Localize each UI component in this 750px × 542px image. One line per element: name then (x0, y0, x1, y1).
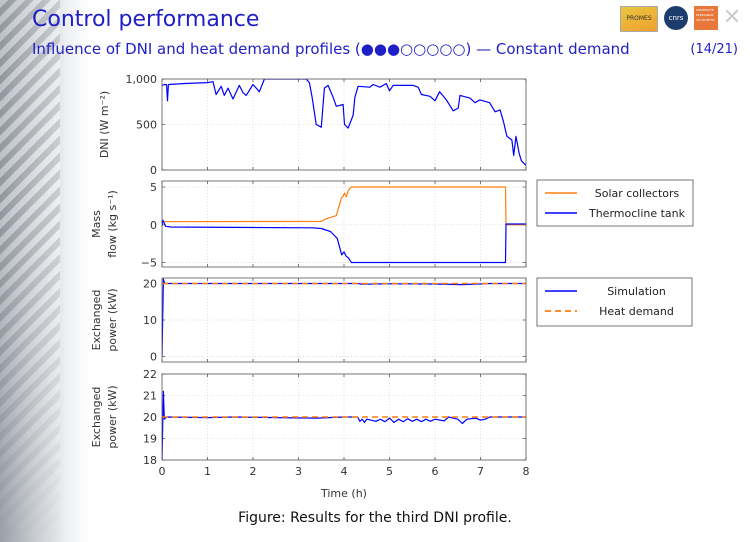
y-tick-label: 20 (143, 411, 157, 424)
y-tick-label: 0 (150, 164, 157, 177)
legend-box (536, 179, 694, 227)
x-tick-label: 7 (477, 465, 484, 478)
y-tick-label: 0 (150, 219, 157, 232)
slide-title: Control performance (32, 7, 260, 32)
chart-panel-1: 0 500 1,000 DNI (W m⁻²) (98, 73, 527, 177)
y-tick-label: 21 (143, 390, 157, 403)
y-tick-label: 18 (143, 454, 157, 467)
series-line-simulation (162, 390, 526, 460)
legend-label: Thermocline tank (588, 207, 686, 220)
y-tick-label: 10 (143, 314, 157, 327)
upvd-logo: UNIVERSITÉ PERPIGNAN VIA DOMITIA (694, 6, 718, 30)
plot-frame (161, 277, 527, 363)
y-tick-label: 19 (143, 433, 157, 446)
x-axis-label: Time (h) (320, 487, 367, 500)
figure-caption: Figure: Results for the third DNI profil… (238, 510, 512, 526)
x-tick-label: 1 (204, 465, 211, 478)
decorative-background (0, 0, 90, 542)
legend-label: Heat demand (599, 305, 674, 318)
x-tick-label: 0 (159, 465, 166, 478)
series-line-dni (162, 79, 526, 166)
y-tick-label: 500 (136, 119, 157, 132)
y-axis-label: power (kW) (106, 288, 119, 351)
x-tick-label: 2 (250, 465, 257, 478)
y-tick-label: −5 (141, 256, 157, 269)
x-tick-label: 4 (341, 465, 348, 478)
plot-frame (161, 78, 527, 171)
legend: Simulation Heat demand (536, 277, 693, 327)
chart-panel-3: 0 10 20 Exchanged power (kW) Simulation Heat d… (90, 277, 693, 364)
y-axis-label: DNI (W m⁻²) (98, 91, 111, 158)
y-axis-label: Exchanged (90, 290, 103, 351)
page-number: (14/21) (690, 42, 738, 57)
plot-frame (161, 180, 527, 268)
y-axis-label: Mass (90, 210, 103, 238)
legend-box (536, 277, 693, 327)
decorative-cross-logo: ✕ (722, 5, 742, 30)
x-tick-label: 6 (432, 465, 439, 478)
x-tick-label: 5 (386, 465, 393, 478)
y-tick-label: 5 (150, 181, 157, 194)
y-tick-label: 0 (150, 351, 157, 364)
promes-logo: PROMES (620, 6, 658, 32)
y-tick-label: 22 (143, 368, 157, 381)
y-tick-label: 20 (143, 277, 157, 290)
y-axis-label: flow (kg s⁻¹) (106, 190, 119, 258)
cnrs-logo: cnrs (664, 6, 688, 30)
plot-frame (161, 373, 527, 461)
legend-label: Simulation (607, 285, 666, 298)
chart-panel-2: −5 0 5 Mass flow (kg s⁻¹) Solar collectors The… (90, 179, 694, 269)
series-line-thermocline-tank (162, 219, 526, 264)
x-tick-label: 3 (295, 465, 302, 478)
x-tick-label: 8 (523, 465, 530, 478)
y-axis-label: power (kW) (106, 385, 119, 448)
decorative-background-texture (0, 0, 60, 542)
series-line-solar-collectors (162, 186, 526, 226)
legend: Solar collectors Thermocline tank (536, 179, 694, 227)
chart-panel-4: 18 19 20 21 22 Exchanged power (kW) 0 1 2 3 4 5 6 7 8 Ti… (90, 368, 530, 500)
y-tick-label: 1,000 (126, 73, 158, 86)
slide-subtitle: Influence of DNI and heat demand profile… (32, 40, 630, 58)
legend-label: Solar collectors (595, 187, 680, 200)
y-axis-label: Exchanged (90, 387, 103, 448)
